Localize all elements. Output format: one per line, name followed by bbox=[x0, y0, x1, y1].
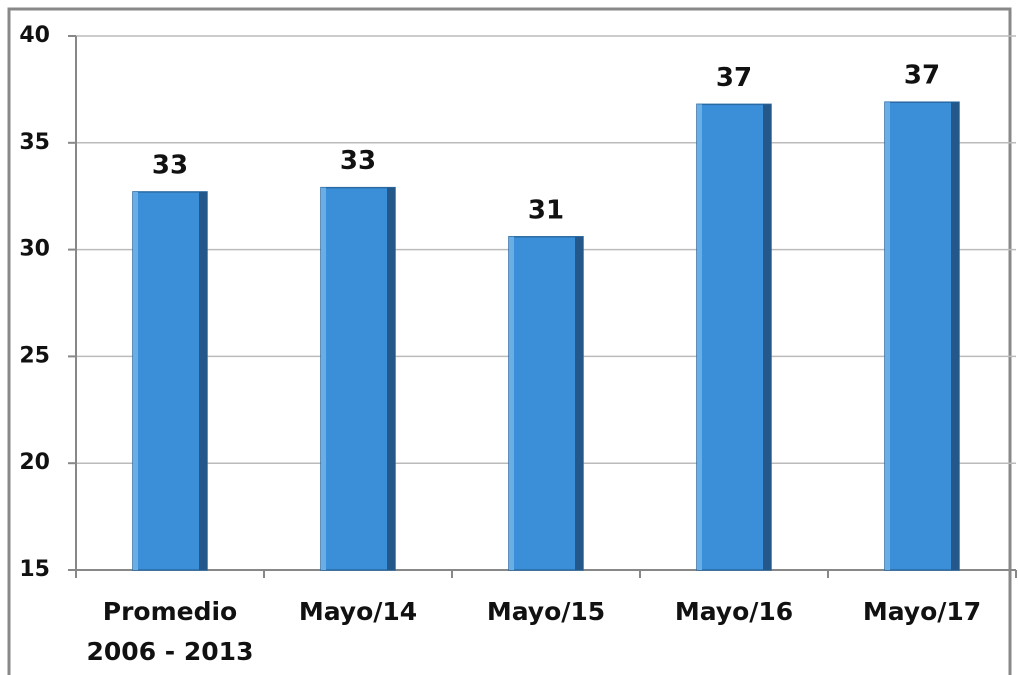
bar bbox=[320, 186, 396, 571]
bar bbox=[508, 236, 584, 571]
bar-highlight bbox=[885, 102, 890, 570]
bar-highlight bbox=[133, 191, 138, 571]
bar-highlight bbox=[697, 104, 702, 571]
x-tick-label: Mayo/17 bbox=[862, 597, 982, 626]
frame bbox=[7, 7, 1012, 675]
x-tick-label: Mayo/15 bbox=[486, 597, 606, 626]
y-tick-label: 25 bbox=[19, 343, 50, 368]
data-label: 31 bbox=[528, 195, 564, 225]
bar-shade bbox=[575, 236, 583, 570]
bar-shade bbox=[763, 104, 771, 571]
y-tick-label: 15 bbox=[19, 557, 50, 582]
x-tick-label: Mayo/16 bbox=[674, 597, 794, 626]
bar-highlight bbox=[509, 236, 514, 570]
data-label: 37 bbox=[716, 63, 752, 93]
y-tick-label: 20 bbox=[19, 450, 50, 475]
data-label: 33 bbox=[340, 146, 376, 176]
bar-shade bbox=[951, 102, 959, 570]
y-tick-label: 40 bbox=[19, 23, 50, 48]
bar-shade bbox=[387, 187, 395, 570]
x-tick-label: Mayo/14 bbox=[298, 597, 418, 626]
data-label: 37 bbox=[904, 61, 940, 91]
bar-shade bbox=[199, 191, 207, 571]
bar bbox=[696, 103, 772, 571]
bar bbox=[884, 101, 960, 571]
y-tick-label: 35 bbox=[19, 130, 50, 155]
x-tick-label: Promedio 2006 - 2013 bbox=[86, 597, 254, 666]
data-label: 33 bbox=[152, 150, 188, 180]
bar bbox=[132, 191, 208, 571]
y-tick-label: 30 bbox=[19, 237, 50, 262]
bar-highlight bbox=[321, 187, 326, 570]
